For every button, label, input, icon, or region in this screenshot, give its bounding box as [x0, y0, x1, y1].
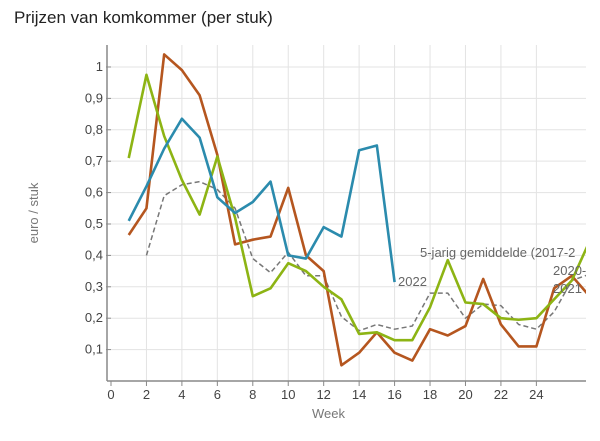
y-tick-label: 0,2: [85, 310, 103, 325]
y-tick-label: 0,6: [85, 185, 103, 200]
series-label: 2021: [553, 281, 582, 296]
x-tick-label: 10: [281, 387, 295, 402]
x-tick-label: 6: [214, 387, 221, 402]
x-tick-label: 12: [316, 387, 330, 402]
y-axis-label: euro / stuk: [26, 182, 41, 243]
y-tick-label: 0,3: [85, 279, 103, 294]
x-tick-label: 24: [529, 387, 543, 402]
y-tick-label: 0,9: [85, 90, 103, 105]
y-tick-label: 0,8: [85, 122, 103, 137]
x-tick-label: 8: [249, 387, 256, 402]
series-line: [145, 180, 586, 332]
x-tick-label: 2: [143, 387, 150, 402]
chart-title: Prijzen van komkommer (per stuk): [14, 8, 273, 27]
y-tick-label: 0,1: [85, 342, 103, 357]
series-label: 2020-: [553, 263, 586, 278]
y-tick-label: 0,5: [85, 216, 103, 231]
x-tick-label: 14: [352, 387, 366, 402]
series-label: 5-jarig gemiddelde (2017-2: [420, 245, 575, 260]
series-line: [127, 53, 586, 367]
x-tick-label: 22: [494, 387, 508, 402]
x-tick-label: 0: [107, 387, 114, 402]
x-tick-label: 16: [387, 387, 401, 402]
x-axis-label: Week: [312, 406, 345, 421]
y-tick-label: 0,7: [85, 153, 103, 168]
y-tick-label: 0,4: [85, 247, 103, 262]
x-tick-label: 18: [423, 387, 437, 402]
series-line: [127, 73, 586, 342]
series-label: 2022: [398, 274, 427, 289]
y-tick-label: 1: [96, 59, 103, 74]
series-line: [127, 117, 396, 283]
x-tick-label: 4: [178, 387, 185, 402]
x-tick-label: 20: [458, 387, 472, 402]
